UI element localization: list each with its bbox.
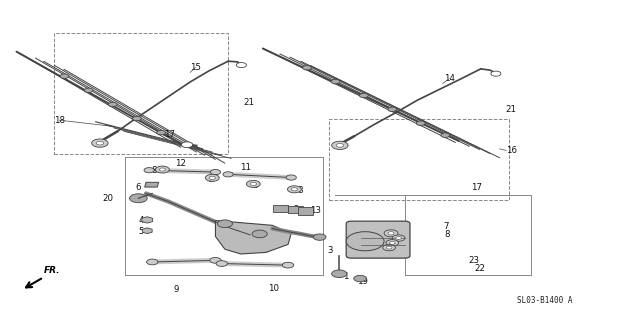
Circle shape [287, 186, 301, 193]
Text: 6: 6 [135, 183, 141, 192]
Circle shape [313, 234, 326, 240]
Circle shape [223, 172, 233, 177]
Circle shape [303, 66, 311, 70]
Text: 21: 21 [244, 98, 254, 107]
Text: 7: 7 [443, 222, 448, 231]
Circle shape [389, 241, 395, 244]
Text: SL03-B1400 A: SL03-B1400 A [517, 296, 572, 305]
Polygon shape [298, 207, 313, 215]
Polygon shape [142, 228, 152, 234]
Circle shape [132, 116, 141, 121]
Circle shape [156, 166, 170, 173]
Circle shape [216, 261, 227, 267]
Text: 8: 8 [298, 186, 303, 195]
Circle shape [157, 130, 166, 135]
Circle shape [346, 232, 384, 251]
Circle shape [360, 93, 368, 98]
Circle shape [144, 168, 154, 173]
Circle shape [383, 244, 396, 251]
Text: 15: 15 [190, 63, 201, 72]
Text: 8: 8 [151, 166, 156, 175]
Polygon shape [288, 205, 303, 213]
Circle shape [205, 174, 219, 181]
Circle shape [286, 175, 296, 180]
Text: 20: 20 [102, 194, 113, 204]
Text: 17: 17 [164, 130, 175, 139]
Circle shape [84, 88, 93, 92]
Circle shape [332, 141, 348, 149]
Circle shape [250, 182, 256, 186]
Circle shape [210, 170, 220, 175]
Circle shape [417, 121, 425, 125]
Text: 3: 3 [328, 246, 334, 255]
Text: 23: 23 [468, 257, 479, 266]
Circle shape [331, 79, 340, 84]
Text: 8: 8 [445, 230, 450, 239]
FancyBboxPatch shape [346, 221, 410, 258]
Circle shape [209, 176, 215, 180]
Circle shape [246, 180, 260, 188]
Polygon shape [215, 220, 291, 254]
Circle shape [354, 275, 367, 282]
Circle shape [396, 236, 401, 239]
Circle shape [160, 168, 165, 171]
Circle shape [236, 62, 246, 68]
Text: 10: 10 [268, 284, 279, 293]
Circle shape [332, 270, 347, 277]
Circle shape [108, 102, 117, 107]
Circle shape [388, 107, 397, 112]
Text: 21: 21 [506, 105, 517, 114]
Text: 17: 17 [471, 183, 482, 192]
Circle shape [282, 262, 294, 268]
Text: FR.: FR. [44, 266, 60, 275]
Circle shape [291, 188, 298, 191]
Circle shape [96, 141, 104, 145]
Text: 12: 12 [175, 159, 186, 168]
Text: 14: 14 [444, 74, 454, 83]
Circle shape [491, 71, 501, 76]
Polygon shape [145, 182, 159, 187]
Text: 8: 8 [208, 175, 213, 184]
Polygon shape [142, 217, 153, 223]
Circle shape [181, 142, 192, 148]
Circle shape [388, 232, 394, 235]
Text: 13: 13 [310, 206, 321, 215]
Text: 4: 4 [139, 216, 144, 225]
Text: 2: 2 [293, 205, 299, 214]
Circle shape [384, 230, 398, 237]
Circle shape [392, 235, 405, 241]
Circle shape [92, 139, 108, 147]
Circle shape [386, 240, 399, 246]
Circle shape [336, 143, 344, 147]
Circle shape [252, 230, 267, 238]
Text: 1: 1 [343, 272, 349, 281]
Circle shape [147, 259, 158, 265]
Circle shape [217, 220, 232, 228]
Text: 8: 8 [252, 181, 258, 190]
Text: 18: 18 [54, 116, 65, 125]
Text: 9: 9 [173, 285, 179, 294]
Text: 19: 19 [357, 277, 368, 286]
Text: 22: 22 [474, 264, 486, 274]
Text: 16: 16 [506, 146, 517, 155]
Polygon shape [273, 204, 288, 212]
Circle shape [210, 258, 221, 263]
Circle shape [60, 74, 69, 78]
Circle shape [441, 133, 450, 138]
Text: 11: 11 [241, 164, 251, 172]
Circle shape [386, 246, 392, 249]
Circle shape [130, 194, 147, 203]
Text: 5: 5 [139, 227, 144, 236]
